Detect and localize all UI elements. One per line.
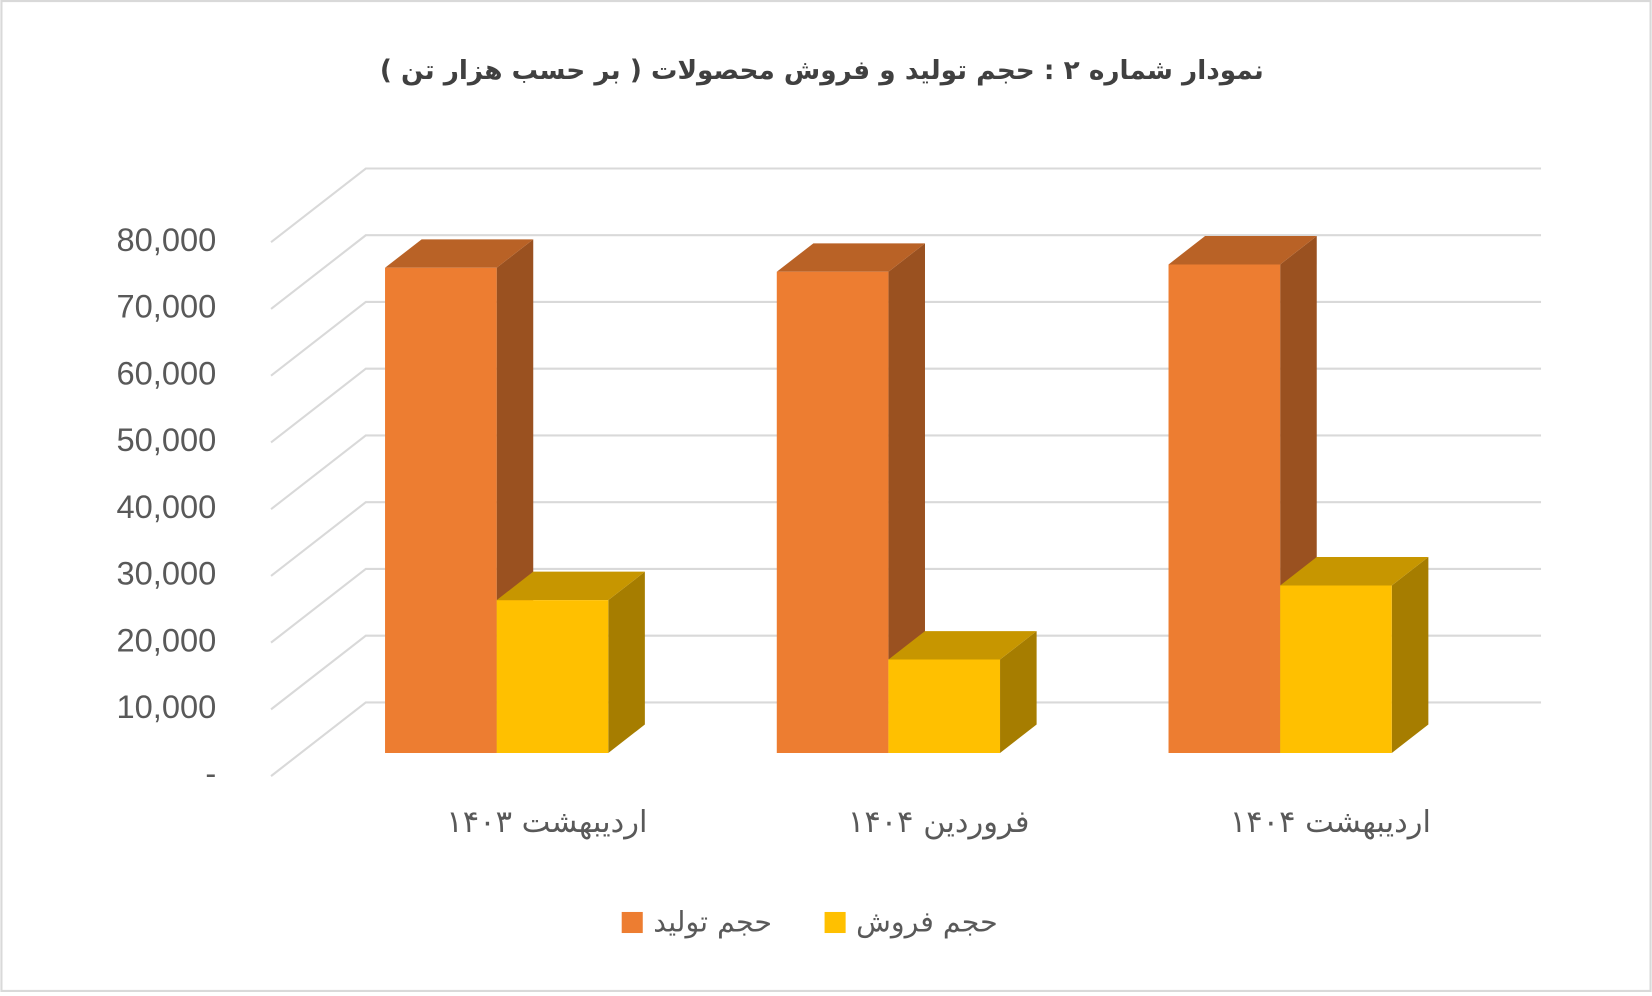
bar	[1168, 264, 1281, 753]
y-tick-label: 20,000	[116, 621, 216, 658]
y-tick-label: 60,000	[116, 354, 216, 391]
x-tick-label: اردیبهشت ۱۴۰۴	[1230, 805, 1431, 840]
y-tick-label: 80,000	[116, 221, 216, 258]
y-tick-label: 30,000	[116, 555, 216, 592]
bar-top	[1280, 557, 1429, 586]
bar	[1280, 585, 1392, 753]
grid-line	[270, 367, 1542, 444]
bar-side	[888, 243, 925, 753]
bar	[888, 659, 1001, 753]
y-tick-label: 40,000	[116, 488, 216, 525]
legend-label: حجم تولید	[653, 906, 772, 939]
legend-label: حجم فروش	[856, 906, 998, 939]
x-tick-label: اردیبهشت ۱۴۰۳	[446, 805, 647, 840]
grid-line	[270, 567, 1542, 644]
x-tick-label: فروردین ۱۴۰۴	[848, 805, 1029, 840]
y-tick-label: 50,000	[116, 421, 216, 458]
bar-top	[888, 631, 1037, 660]
legend-swatch	[621, 911, 643, 934]
bar	[496, 600, 609, 753]
bar-side	[1391, 557, 1429, 753]
chart-title: نمودار شماره ۲ : حجم تولید و فروش محصولا…	[380, 56, 1264, 86]
bar	[385, 267, 497, 753]
y-tick-label: 70,000	[116, 288, 216, 325]
bar-top	[385, 239, 534, 268]
bar-side	[608, 571, 645, 753]
legend-swatch	[824, 911, 846, 934]
bar-top	[776, 243, 925, 272]
y-tick-label: 10,000	[116, 688, 216, 725]
grid-line	[270, 234, 1542, 310]
bar-side	[1000, 631, 1037, 753]
grid-line	[270, 634, 1542, 711]
y-tick-label: -	[205, 755, 216, 792]
bar	[776, 271, 889, 753]
bar-top	[1168, 235, 1317, 265]
grid-line	[270, 434, 1542, 510]
grid-line	[270, 501, 1542, 577]
bar-top	[496, 571, 645, 601]
grid-line	[270, 701, 1542, 777]
grid-line	[270, 167, 1542, 244]
grid-line	[270, 300, 1542, 377]
